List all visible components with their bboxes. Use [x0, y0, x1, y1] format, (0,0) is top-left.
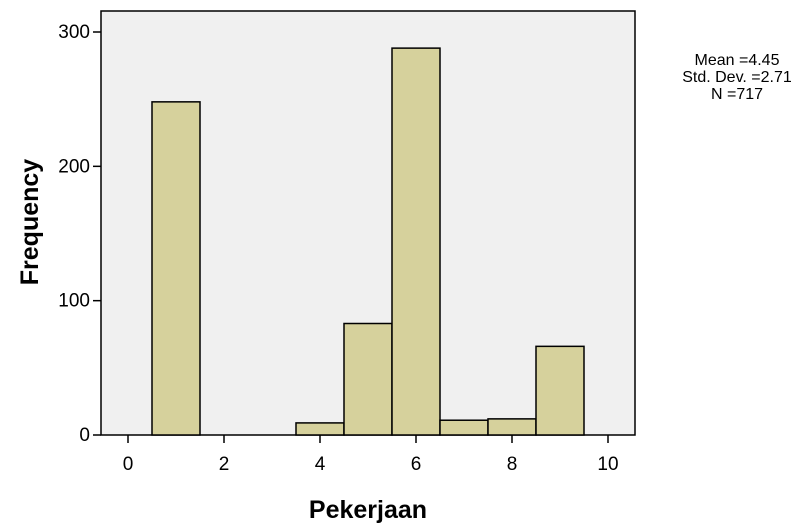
statistics-box: Mean =4.45 Std. Dev. =2.71 N =717: [632, 52, 812, 103]
histogram-bar: [439, 419, 489, 436]
y-tick-label: 200: [58, 156, 90, 177]
mean-stat: Mean =4.45: [694, 52, 780, 69]
y-axis: 0 100 200 300: [58, 22, 101, 446]
y-tick-label: 0: [79, 425, 90, 446]
x-tick-label: 6: [411, 454, 422, 475]
y-axis-label: Frequency: [16, 159, 44, 286]
x-axis-label: Pekerjaan: [309, 496, 427, 524]
x-axis: 0 2 4 6 8 10: [123, 435, 619, 475]
histogram-bar: [487, 418, 537, 436]
histogram-bar: [535, 345, 585, 436]
std-dev-stat: Std. Dev. =2.71: [682, 69, 792, 86]
histogram-bar: [391, 47, 441, 436]
y-tick-label: 300: [58, 22, 90, 43]
x-tick-label: 8: [507, 454, 518, 475]
x-tick-label: 4: [315, 454, 326, 475]
histogram-bar: [343, 322, 393, 436]
x-tick-label: 10: [597, 454, 618, 475]
histogram-bar: [295, 422, 345, 436]
x-tick-label: 2: [219, 454, 230, 475]
bars-group: [151, 47, 585, 436]
histogram-bar: [151, 101, 201, 436]
n-stat: N =717: [710, 86, 764, 103]
y-tick-label: 100: [58, 291, 90, 312]
x-tick-label: 0: [123, 454, 134, 475]
